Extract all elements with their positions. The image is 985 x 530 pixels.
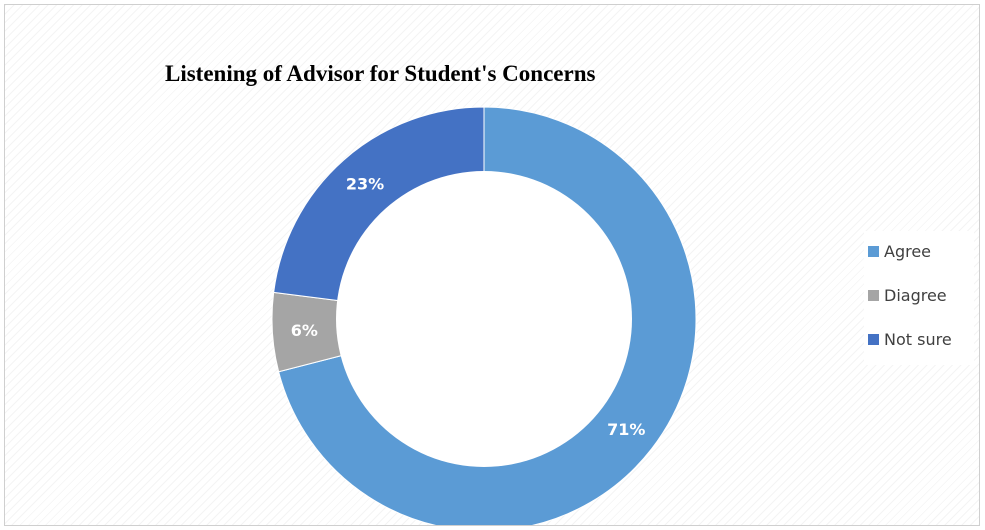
donut-hole	[336, 171, 632, 467]
legend-label-diagree: Diagree	[884, 286, 947, 305]
legend-swatch-diagree	[868, 290, 879, 301]
data-labels: 71% 6% 23%	[291, 174, 646, 438]
legend-label-not-sure: Not sure	[884, 330, 952, 349]
chart-title: Listening of Advisor for Student's Conce…	[165, 61, 596, 86]
data-label-agree: 71%	[607, 420, 645, 439]
legend-swatch-agree	[868, 246, 879, 257]
data-label-not-sure: 23%	[346, 174, 384, 193]
legend-swatch-not-sure	[868, 334, 879, 345]
donut-chart: 71% 6% 23%	[271, 106, 697, 525]
legend-item-agree: Agree	[868, 242, 931, 261]
legend-item-diagree: Diagree	[868, 286, 947, 305]
legend-label-agree: Agree	[884, 242, 932, 261]
chart-area: Listening of Advisor for Student's Conce…	[4, 4, 980, 526]
legend-item-not-sure: Not sure	[868, 330, 952, 349]
data-label-diagree: 6%	[291, 321, 318, 340]
legend: Agree Diagree Not sure	[864, 231, 974, 365]
